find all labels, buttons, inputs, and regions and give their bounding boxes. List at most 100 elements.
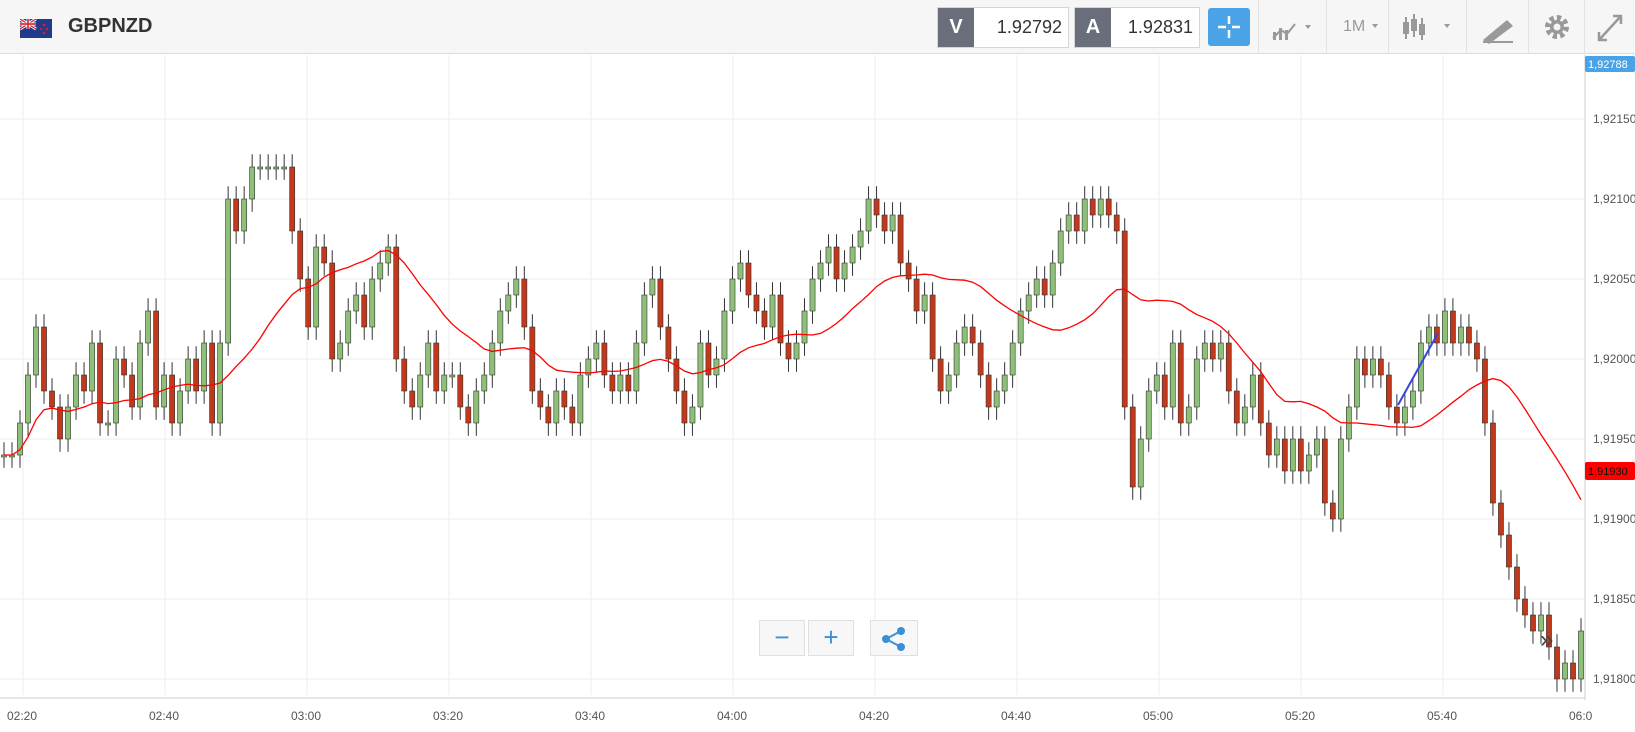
candle-body: [881, 214, 888, 232]
candle-body: [1073, 214, 1080, 232]
indicators-button[interactable]: [1258, 0, 1326, 54]
candle-body: [817, 262, 824, 280]
y-tick-label: 1,91900: [1593, 512, 1635, 526]
candle-body: [1185, 406, 1192, 424]
candle-body: [457, 374, 464, 408]
candle-body: [529, 326, 536, 392]
candle-body: [745, 262, 752, 296]
candle-body: [985, 374, 992, 408]
candle-body: [1217, 342, 1224, 360]
candle-body: [1153, 374, 1160, 392]
candle-body: [1482, 358, 1488, 424]
x-tick-label: 05:20: [1285, 709, 1315, 723]
fullscreen-icon: [1597, 14, 1623, 42]
candle-body: [1498, 502, 1504, 536]
candle-body: [849, 246, 856, 264]
candle-body: [657, 278, 664, 328]
candle-body: [177, 390, 183, 424]
timeframe-dropdown[interactable]: 1M: [1326, 0, 1388, 54]
crosshair-button[interactable]: [1208, 8, 1250, 46]
candle-body: [1530, 614, 1536, 632]
candle-body: [49, 390, 55, 408]
candle-body: [17, 422, 23, 456]
candle-body: [1562, 662, 1568, 680]
candle-body: [801, 310, 808, 344]
candle-body: [705, 342, 712, 376]
current-price-tag: 1,91930: [1588, 466, 1628, 478]
candle-body: [729, 278, 736, 312]
candle-body: [201, 342, 207, 392]
zoom-in-button[interactable]: +: [808, 620, 854, 656]
candle-body: [1570, 662, 1576, 680]
candle-body: [1490, 422, 1496, 504]
y-tick-label: 1,92000: [1593, 352, 1635, 366]
candle-body: [1169, 342, 1176, 408]
price-chart[interactable]: 1,92150 1,92100 1,92050 1,92000 1,91950 1,919…: [0, 55, 1635, 732]
drawn-trend-line: [1397, 332, 1439, 406]
candle-body: [1361, 358, 1368, 376]
candle-body: [929, 294, 936, 360]
candle-body: [913, 278, 920, 312]
candle-body: [1097, 198, 1104, 216]
candle-body: [1257, 374, 1264, 424]
x-tick-label: 04:00: [717, 709, 747, 723]
share-button[interactable]: [870, 620, 918, 656]
candle-body: [33, 326, 39, 376]
y-tick-label: 1,92150: [1593, 112, 1635, 126]
sell-quote-button[interactable]: V 1.92792: [937, 7, 1069, 48]
sell-price: 1.92792: [996, 17, 1062, 37]
candle-body: [897, 214, 904, 264]
y-tick-label: 1,91950: [1593, 432, 1635, 446]
candle-body: [641, 294, 648, 344]
candle-body: [273, 166, 280, 170]
x-tick-label: 06:0: [1569, 709, 1593, 723]
candle-body: [585, 358, 592, 376]
candle-body: [521, 278, 528, 328]
candle-body: [1554, 646, 1560, 680]
candle-body: [537, 390, 544, 408]
candle-body: [1281, 438, 1288, 472]
candle-body: [417, 374, 424, 408]
chart-type-icon: [1403, 14, 1450, 40]
chart-type-button[interactable]: [1388, 0, 1466, 54]
candle-body: [169, 374, 175, 424]
x-tick-label: 04:40: [1001, 709, 1031, 723]
x-tick-label: 05:40: [1427, 709, 1457, 723]
candle-body: [1450, 310, 1456, 344]
candle-body: [905, 262, 912, 280]
candle-body: [57, 406, 63, 440]
candle-body: [257, 166, 264, 170]
candle-body: [193, 358, 199, 392]
candle-body: [921, 294, 928, 312]
y-tick-label: 1,91850: [1593, 592, 1635, 606]
candle-body: [1233, 390, 1240, 424]
candle-body: [753, 294, 760, 312]
candle-body: [1249, 374, 1256, 408]
candle-body: [1113, 214, 1120, 232]
candle-body: [465, 406, 472, 424]
plus-icon: +: [823, 622, 839, 652]
candle-body: [1313, 438, 1320, 456]
drawing-tools-button[interactable]: [1466, 0, 1528, 54]
y-tick-label: 1,92100: [1593, 192, 1635, 206]
candle-body: [681, 390, 688, 424]
zoom-out-button[interactable]: −: [759, 620, 805, 656]
drawing-tools-icon: [1483, 20, 1513, 44]
fullscreen-button[interactable]: [1584, 0, 1635, 54]
candle-body: [225, 198, 232, 344]
candle-body: [241, 198, 248, 232]
candle-body: [1065, 214, 1072, 232]
scroll-to-end-icon[interactable]: »: [1540, 626, 1554, 653]
candle-body: [145, 310, 151, 344]
candle-body: [1474, 342, 1480, 360]
candle-body: [993, 390, 1000, 408]
candle-body: [1546, 614, 1552, 648]
candle-body: [313, 246, 320, 328]
candle-body: [825, 246, 832, 264]
candle-body: [945, 374, 952, 392]
y-tick-label: 1,91800: [1593, 672, 1635, 686]
candle-body: [209, 342, 215, 424]
settings-button[interactable]: [1528, 0, 1584, 54]
current-price-tag-bg: [1585, 462, 1635, 480]
buy-quote-button[interactable]: A 1.92831: [1074, 7, 1200, 48]
